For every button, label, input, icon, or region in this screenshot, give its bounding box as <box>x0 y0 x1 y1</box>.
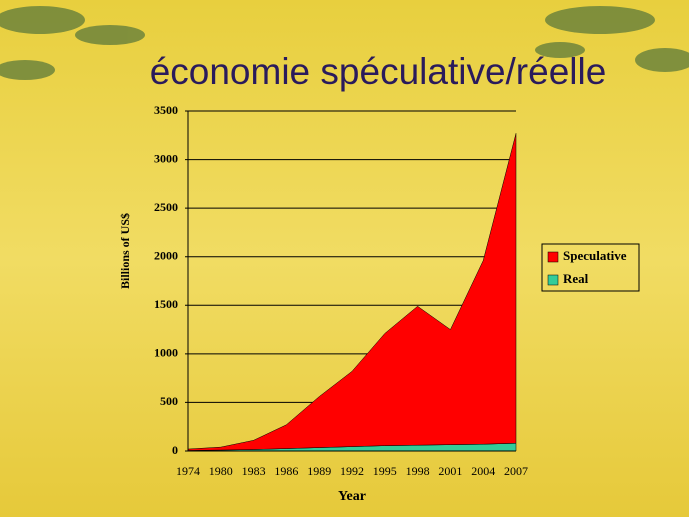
area <box>187 133 517 451</box>
pine-decoration <box>0 6 689 80</box>
x-tick-label: 1998 <box>406 464 430 478</box>
legend-box <box>541 243 640 292</box>
legend-label: Speculative <box>563 248 627 263</box>
x-tick-label: 1995 <box>373 464 397 478</box>
y-tick-label: 1500 <box>154 297 178 311</box>
x-tick-label: 1983 <box>242 464 266 478</box>
legend-swatch <box>547 274 559 286</box>
x-tick-label: 1986 <box>274 464 298 478</box>
legend: Speculative Real <box>541 243 640 292</box>
y-tick-label: 500 <box>160 394 178 408</box>
x-axis-label: Year <box>338 489 366 504</box>
legend-label: Real <box>563 271 589 286</box>
y-tick-label: 3000 <box>154 151 178 165</box>
y-tick-label: 2500 <box>154 200 178 214</box>
y-tick-label: 0 <box>172 443 178 457</box>
x-tick-label: 2007 <box>504 464 528 478</box>
x-tick-label: 1974 <box>176 464 200 478</box>
x-tick-label: 1992 <box>340 464 364 478</box>
x-tick-label: 2001 <box>438 464 462 478</box>
x-tick-label: 1989 <box>307 464 331 478</box>
y-axis-label: Billions of US$ <box>118 213 132 289</box>
x-tick-label: 2004 <box>471 464 495 478</box>
y-tick-label: 3500 <box>154 103 178 117</box>
y-tick-label: 2000 <box>154 248 178 262</box>
chart-title: économie spéculative/réelle <box>150 51 607 92</box>
x-tick-label: 1980 <box>209 464 233 478</box>
chart: 0 500 1000 1500 2000 2500 3000 3500 1974 1980 1983… <box>118 103 640 504</box>
y-tick-label: 1000 <box>154 346 178 360</box>
legend-swatch <box>547 251 559 263</box>
